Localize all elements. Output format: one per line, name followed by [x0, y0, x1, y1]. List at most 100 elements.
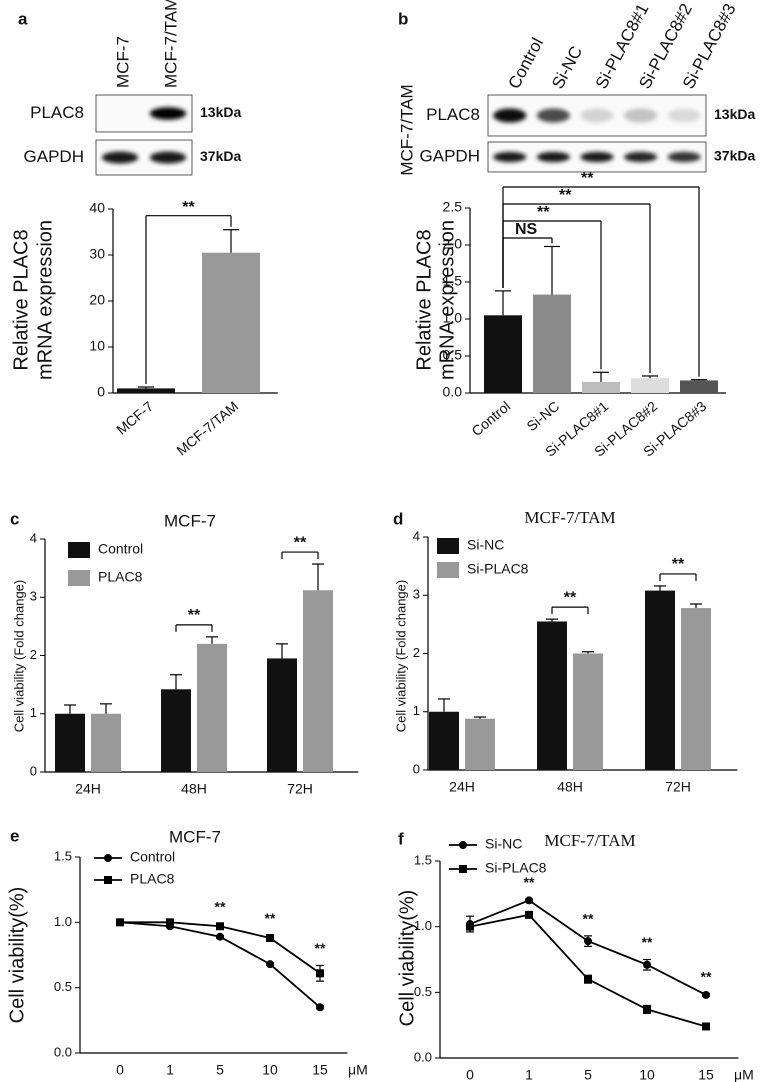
marker — [266, 960, 274, 969]
legend-label: PLAC8 — [130, 871, 175, 887]
x-tick-label: 24H — [75, 781, 101, 797]
significance-label: ** — [583, 911, 594, 927]
bar — [197, 643, 227, 772]
x-tick-label: 15 — [698, 1067, 714, 1082]
marker — [643, 960, 651, 969]
lane-label: Si-NC — [548, 43, 586, 92]
y-axis-label: Cell viability (Fold change) — [393, 580, 408, 732]
x-tick-label: Si-NC — [523, 398, 562, 434]
x-tick-label: Control — [468, 398, 513, 439]
x-axis-label: μM — [734, 1067, 754, 1082]
legend-marker — [104, 854, 112, 862]
blot-row-label: PLAC8 — [426, 105, 480, 124]
significance-label: ** — [182, 199, 195, 216]
y-tick-label: 0 — [97, 384, 105, 400]
x-tick-label: 15 — [312, 1062, 328, 1078]
chart-title: MCF-7/TAM — [524, 508, 615, 527]
marker — [525, 896, 533, 905]
legend-swatch — [437, 538, 459, 554]
lane-label: MCF-7 — [113, 36, 132, 88]
significance-label: ** — [701, 968, 712, 984]
blot-size-label: 37kDa — [200, 148, 241, 164]
significance-label: ** — [215, 898, 226, 914]
y-tick-label: 3 — [30, 589, 37, 604]
y-tick-label: 0.5 — [443, 347, 463, 363]
blot-side-label: MCF-7/TAM — [397, 84, 416, 175]
y-tick-label: 0.5 — [414, 984, 432, 999]
y-axis-label: Cell viability(%) — [6, 887, 28, 1024]
blot-band — [624, 108, 658, 123]
y-tick-label: 20 — [89, 292, 105, 308]
x-tick-label: MCF-7 — [113, 398, 156, 438]
blot-band — [536, 151, 570, 163]
legend-marker — [459, 841, 467, 849]
panel-label: e — [10, 826, 19, 845]
significance-label: ** — [188, 607, 201, 624]
bar — [582, 381, 620, 393]
bar — [267, 658, 297, 772]
y-tick-label: 40 — [89, 200, 105, 216]
panel-label: f — [398, 829, 404, 848]
y-tick-label: 0 — [413, 761, 420, 776]
bar — [161, 689, 191, 772]
blot-row-label: GAPDH — [24, 147, 84, 166]
blot-band — [624, 151, 658, 163]
blot-size-label: 13kDa — [714, 106, 755, 122]
x-tick-label: MCF-7/TAM — [173, 398, 241, 459]
x-tick-label: 48H — [181, 781, 207, 797]
marker — [166, 918, 174, 927]
marker — [525, 910, 533, 919]
chart-title: MCF-7 — [164, 511, 216, 530]
x-tick-label: 72H — [665, 779, 691, 795]
bar — [303, 590, 333, 772]
y-tick-label: 2 — [413, 645, 420, 660]
legend-swatch — [437, 562, 459, 578]
marker — [466, 922, 474, 931]
y-tick-label: 0 — [30, 763, 37, 778]
bar — [533, 294, 571, 393]
y-tick-label: 4 — [413, 528, 420, 543]
legend-label: Si-PLAC8 — [467, 561, 529, 577]
x-tick-label: 0 — [116, 1062, 124, 1078]
bar — [91, 713, 121, 772]
y-tick-label: 0.0 — [414, 1049, 432, 1064]
y-axis-label: Relative PLAC8 — [413, 229, 435, 370]
lane-label: MCF-7/TAM — [161, 0, 180, 88]
blot-band — [493, 151, 527, 163]
bar — [573, 653, 603, 770]
lane-label: Control — [505, 35, 548, 92]
x-tick-label: 1 — [166, 1062, 174, 1078]
blot-size-label: 37kDa — [714, 148, 755, 164]
marker — [643, 1005, 651, 1014]
blot-band — [149, 107, 187, 120]
significance-label: NS — [515, 221, 538, 238]
legend-label: Control — [130, 849, 175, 865]
y-tick-label: 30 — [89, 246, 105, 262]
blot-size-label: 13kDa — [200, 104, 241, 120]
significance-label: ** — [581, 170, 594, 187]
y-axis-label: mRNA expression — [436, 220, 458, 380]
blot-band — [667, 151, 701, 163]
y-tick-label: 2.0 — [443, 236, 463, 252]
y-axis-label: Cell viability (Fold change) — [11, 580, 26, 732]
marker — [316, 969, 324, 978]
marker — [216, 932, 224, 941]
y-tick-label: 10 — [89, 338, 105, 354]
bar — [631, 378, 669, 393]
y-tick-label: 4 — [30, 530, 37, 545]
x-tick-label: 1 — [525, 1067, 533, 1082]
x-tick-label: 0 — [466, 1067, 474, 1082]
significance-label: ** — [642, 934, 653, 950]
legend-label: PLAC8 — [98, 569, 143, 585]
y-tick-label: 0.5 — [54, 979, 72, 994]
significance-label: ** — [672, 556, 685, 573]
legend-label: Si-NC — [485, 836, 522, 852]
bar — [55, 713, 85, 772]
bar — [465, 718, 495, 770]
y-tick-label: 1.0 — [443, 310, 463, 326]
x-tick-label: 72H — [287, 781, 313, 797]
marker — [702, 1022, 710, 1031]
bar — [537, 621, 567, 770]
significance-label: ** — [265, 910, 276, 926]
